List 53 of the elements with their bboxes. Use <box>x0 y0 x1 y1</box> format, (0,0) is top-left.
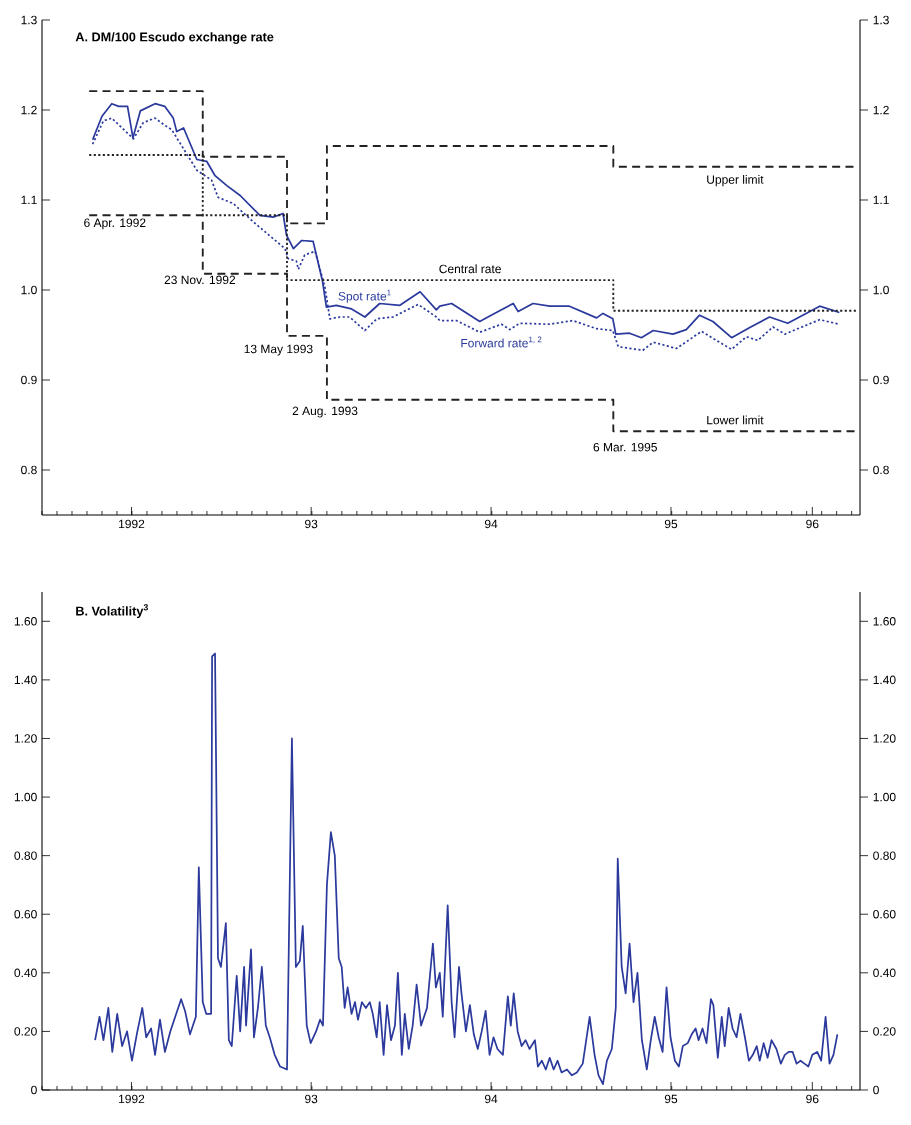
y2-tick-label: 1.3 <box>873 15 889 25</box>
y-tick-label: 1.1 <box>21 195 37 205</box>
y2-tick-label: 1.60 <box>873 617 896 626</box>
y2-tick-label: 1.00 <box>873 792 896 802</box>
x-tick-label: 96 <box>806 519 819 529</box>
y-tick-label: 1.40 <box>14 675 37 685</box>
y2-tick-label: 0.80 <box>873 851 896 860</box>
y-tick-label: 0.20 <box>14 1027 37 1036</box>
series-label: Forward rate$^{1, 2}$ <box>461 336 542 348</box>
y-tick-label: 0 <box>31 1085 37 1095</box>
text: B. Volatility$^{3}$ <box>76 604 148 619</box>
y-tick-label: 0.9 <box>21 375 37 385</box>
text: A. DM/100 Escudo exchange rate <box>75 32 274 44</box>
y2-tick-label: 0.8 <box>873 465 889 475</box>
x-tick-label: 94 <box>484 519 498 529</box>
x-tick-label: 93 <box>305 519 318 529</box>
x-tick-label: 95 <box>664 1094 678 1104</box>
annotation: 2 Aug. 1993 <box>292 406 358 418</box>
x-tick-label: 1992 <box>119 519 145 529</box>
annotation: 6 Apr. 1992 <box>84 218 146 230</box>
annotation: 6 Mar. 1995 <box>593 442 657 452</box>
y-tick-label: 1.20 <box>14 734 37 743</box>
x-tick-label: 96 <box>806 1094 819 1104</box>
line-series <box>94 652 839 1086</box>
y-tick-label: 0.80 <box>14 851 37 860</box>
series-label: Central rate <box>439 264 501 274</box>
x-tick-label: 94 <box>484 1094 498 1104</box>
y2-tick-label: 0.40 <box>873 968 896 978</box>
x-tick-label: 1992 <box>119 1094 145 1104</box>
x-tick-label: 95 <box>664 519 678 529</box>
y2-tick-label: 1.40 <box>873 675 896 685</box>
y-tick-label: 1.60 <box>14 617 37 626</box>
y-tick-label: 0.60 <box>14 909 37 919</box>
series-label: Spot rate$^{1}$ <box>338 289 391 303</box>
y2-tick-label: 1.2 <box>873 105 889 115</box>
y-tick-label: 1.2 <box>21 105 37 115</box>
y-tick-label: 1.0 <box>21 285 37 295</box>
y2-tick-label: 1.20 <box>873 734 896 743</box>
annotation: 13 May 1993 <box>244 344 313 356</box>
y-tick-label: 1.3 <box>21 15 37 25</box>
y2-tick-label: 0.9 <box>873 375 889 385</box>
y-tick-label: 0.8 <box>21 465 37 475</box>
annotation: 23 Nov. 1992 <box>164 275 236 285</box>
y2-tick-label: 0.60 <box>873 909 896 919</box>
y2-tick-label: 1.1 <box>873 195 889 205</box>
y2-tick-label: 1.0 <box>873 285 889 295</box>
y-tick-label: 1.00 <box>14 792 37 802</box>
series-label: Lower limit <box>707 415 764 425</box>
series-label: Upper limit <box>707 174 764 187</box>
y2-tick-label: 0 <box>873 1085 879 1095</box>
x-tick-label: 93 <box>305 1094 318 1104</box>
y-tick-label: 0.40 <box>14 968 37 978</box>
y2-tick-label: 0.20 <box>873 1027 896 1036</box>
